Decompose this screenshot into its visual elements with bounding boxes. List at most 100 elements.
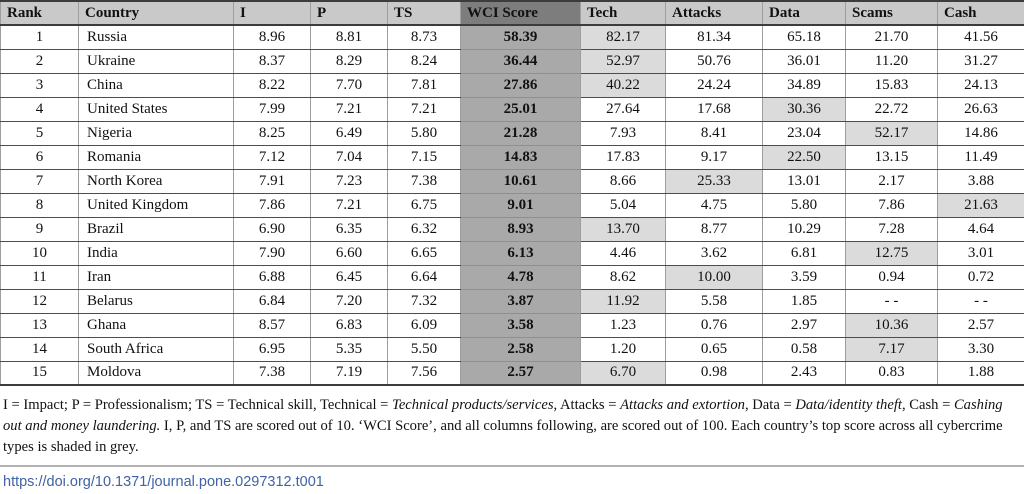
cell-tech: 4.46 xyxy=(580,240,666,266)
cell-attacks: 3.62 xyxy=(665,240,763,266)
table-row-romania: 6 Romania 7.12 7.04 7.15 14.83 17.83 9.17 22.50 1… xyxy=(0,144,1024,170)
caption-text: , Data = xyxy=(744,397,796,413)
column-header-p: P xyxy=(310,1,388,26)
cell-attacks: 24.24 xyxy=(665,72,763,98)
column-header-scams: Scams xyxy=(845,1,938,26)
cell-cash: 3.88 xyxy=(937,168,1024,194)
cell-data: 5.80 xyxy=(762,192,846,218)
wci-table: Rank Country I P TS WCI Score Tech Attacks Data S… xyxy=(0,0,1024,386)
cell-tech: 40.22 xyxy=(580,72,666,98)
cell-ts: 7.15 xyxy=(387,144,461,170)
column-header-tech: Tech xyxy=(580,1,666,26)
column-header-attacks: Attacks xyxy=(665,1,763,26)
cell-i: 8.57 xyxy=(233,312,311,338)
cell-ts: 8.24 xyxy=(387,48,461,74)
cell-p: 8.81 xyxy=(310,24,388,50)
cell-ts: 7.21 xyxy=(387,96,461,122)
cell-data: 65.18 xyxy=(762,24,846,50)
table-row-south-africa: 14 South Africa 6.95 5.35 5.50 2.58 1.20 0.65 0.… xyxy=(0,336,1024,362)
cell-scams: 10.36 xyxy=(845,312,938,338)
cell-attacks: 10.00 xyxy=(665,264,763,290)
cell-rank: 3 xyxy=(0,72,79,98)
cell-scams: 11.20 xyxy=(845,48,938,74)
cell-p: 5.35 xyxy=(310,336,388,362)
cell-data: 13.01 xyxy=(762,168,846,194)
cell-data: 2.97 xyxy=(762,312,846,338)
cell-attacks: 0.76 xyxy=(665,312,763,338)
cell-p: 8.29 xyxy=(310,48,388,74)
cell-data: 36.01 xyxy=(762,48,846,74)
cell-cash: 24.13 xyxy=(937,72,1024,98)
cell-p: 7.21 xyxy=(310,96,388,122)
cell-country: Moldova xyxy=(78,360,234,386)
cell-ts: 8.73 xyxy=(387,24,461,50)
cell-ts: 5.50 xyxy=(387,336,461,362)
cell-cash: 41.56 xyxy=(937,24,1024,50)
cell-p: 6.83 xyxy=(310,312,388,338)
cell-p: 7.19 xyxy=(310,360,388,386)
cell-wci: 6.13 xyxy=(460,240,581,266)
table-row-north-korea: 7 North Korea 7.91 7.23 7.38 10.61 8.66 25.33 13… xyxy=(0,168,1024,194)
column-header-ts: TS xyxy=(387,1,461,26)
cell-attacks: 0.98 xyxy=(665,360,763,386)
caption-text: , Cash = xyxy=(901,397,954,413)
cell-cash: 2.57 xyxy=(937,312,1024,338)
caption-text: I = Impact; P = Professionalism; TS = Te… xyxy=(3,397,393,413)
caption-text: , Attacks = xyxy=(553,397,621,413)
cell-p: 7.70 xyxy=(310,72,388,98)
cell-wci: 3.87 xyxy=(460,288,581,314)
cell-i: 7.90 xyxy=(233,240,311,266)
cell-i: 6.88 xyxy=(233,264,311,290)
cell-i: 7.99 xyxy=(233,96,311,122)
cell-ts: 7.81 xyxy=(387,72,461,98)
table-row-moldova: 15 Moldova 7.38 7.19 7.56 2.57 6.70 0.98 2.43 0.8… xyxy=(0,360,1024,386)
cell-country: United States xyxy=(78,96,234,122)
cell-scams: 0.83 xyxy=(845,360,938,386)
cell-ts: 7.32 xyxy=(387,288,461,314)
cell-i: 7.86 xyxy=(233,192,311,218)
column-header-i: I xyxy=(233,1,311,26)
cell-data: 0.58 xyxy=(762,336,846,362)
cell-ts: 6.65 xyxy=(387,240,461,266)
cell-cash: 11.49 xyxy=(937,144,1024,170)
cell-tech: 8.62 xyxy=(580,264,666,290)
cell-data: 6.81 xyxy=(762,240,846,266)
cell-attacks: 17.68 xyxy=(665,96,763,122)
cell-attacks: 4.75 xyxy=(665,192,763,218)
cell-country: Ghana xyxy=(78,312,234,338)
cell-rank: 2 xyxy=(0,48,79,74)
cell-cash: 21.63 xyxy=(937,192,1024,218)
cell-wci: 27.86 xyxy=(460,72,581,98)
cell-tech: 1.20 xyxy=(580,336,666,362)
cell-data: 2.43 xyxy=(762,360,846,386)
cell-tech: 13.70 xyxy=(580,216,666,242)
cell-tech: 17.83 xyxy=(580,144,666,170)
table-body: 1 Russia 8.96 8.81 8.73 58.39 82.17 81.34 65.18 2… xyxy=(0,24,1024,386)
cell-wci: 2.58 xyxy=(460,336,581,362)
cell-scams: 2.17 xyxy=(845,168,938,194)
caption-term-italic: Data/identity theft xyxy=(795,397,902,413)
caption-term-italic: Cashing out and money laundering. xyxy=(3,397,1003,434)
cell-cash: 3.01 xyxy=(937,240,1024,266)
cell-wci: 3.58 xyxy=(460,312,581,338)
cell-rank: 14 xyxy=(0,336,79,362)
cell-tech: 8.66 xyxy=(580,168,666,194)
cell-rank: 15 xyxy=(0,360,79,386)
cell-data: 10.29 xyxy=(762,216,846,242)
cell-rank: 10 xyxy=(0,240,79,266)
cell-wci: 9.01 xyxy=(460,192,581,218)
cell-tech: 7.93 xyxy=(580,120,666,146)
cell-country: North Korea xyxy=(78,168,234,194)
cell-scams: 13.15 xyxy=(845,144,938,170)
column-header-country: Country xyxy=(78,1,234,26)
cell-p: 6.45 xyxy=(310,264,388,290)
table-row-iran: 11 Iran 6.88 6.45 6.64 4.78 8.62 10.00 3.59 0.94 0… xyxy=(0,264,1024,290)
cell-wci: 21.28 xyxy=(460,120,581,146)
cell-i: 8.22 xyxy=(233,72,311,98)
cell-p: 7.23 xyxy=(310,168,388,194)
cell-p: 7.04 xyxy=(310,144,388,170)
cell-data: 23.04 xyxy=(762,120,846,146)
cell-i: 6.84 xyxy=(233,288,311,314)
doi-link[interactable]: https://doi.org/10.1371/journal.pone.029… xyxy=(3,474,324,490)
cell-i: 8.96 xyxy=(233,24,311,50)
